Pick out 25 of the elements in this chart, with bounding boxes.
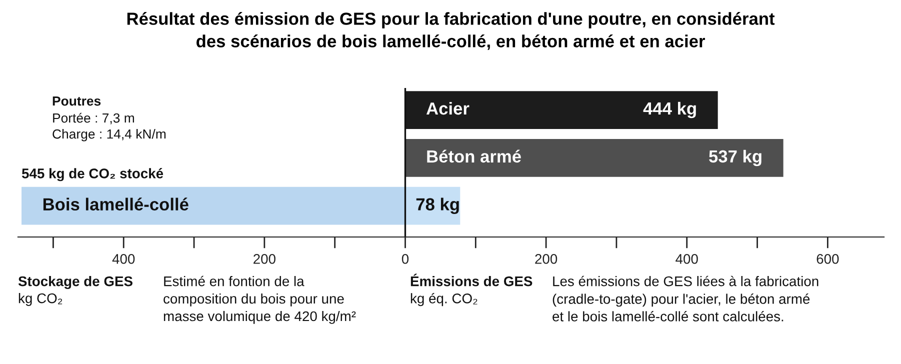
text: Estimé en fontion de la composition du bois pour une masse volumique de 420 kg/m² <box>164 276 356 324</box>
bar <box>22 186 406 225</box>
data-label: 444 kg <box>643 102 696 118</box>
x-tick-label: 600 <box>816 254 839 264</box>
annotation: 545 kg de CO₂ stocké <box>22 168 164 182</box>
text: Stockage de GES <box>18 276 132 290</box>
data-label: 537 kg <box>709 150 762 166</box>
x-tick-label: 200 <box>254 254 276 264</box>
data-label: 78 kg <box>416 198 459 214</box>
text: kg éq. CO₂ <box>410 293 478 306</box>
text: Émissions de GES <box>410 274 532 286</box>
y-tick-label: Béton armé <box>427 150 521 163</box>
x-tick-label: 400 <box>112 254 135 264</box>
annotation: Poutres <box>52 96 101 106</box>
text: kg CO₂ <box>18 293 62 306</box>
chart-title: Résultat des émission de GES pour la fabrication d'une poutre, en considérant des scénarios de bois lamellé-collé, en béton armé et en acier <box>127 12 775 50</box>
x-tick-label: 0 <box>402 254 409 264</box>
annotation: Portée : 7,3 m <box>53 112 134 124</box>
x-tick-label: 400 <box>676 254 698 264</box>
y-tick-label: Acier <box>426 102 470 115</box>
annotation: Charge : 14,4 kN/m <box>52 129 166 142</box>
x-tick-label: 200 <box>535 254 558 264</box>
text: Les émissions de GES liées à la fabrication (cradle-to-gate) pour l'acier, le béton armé et le bois lamellé-collé sont calculées. <box>552 276 818 322</box>
y-tick-label: Bois lamellé-collé <box>43 198 188 211</box>
bar <box>405 139 784 177</box>
